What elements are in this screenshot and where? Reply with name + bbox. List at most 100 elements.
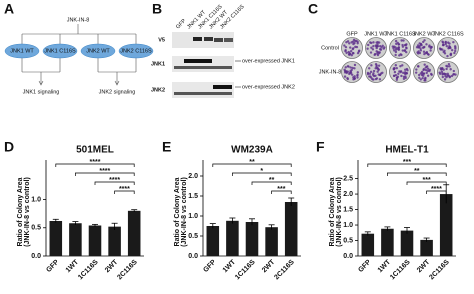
colony <box>417 73 421 77</box>
column-label: JNK2 C116S <box>432 31 464 37</box>
colony <box>366 47 369 50</box>
colony <box>425 43 428 46</box>
colony <box>444 42 448 46</box>
annotation: over-expressed JNK1 <box>242 58 295 64</box>
colony <box>395 42 398 46</box>
blot-strip <box>172 56 234 72</box>
diagram <box>21 24 137 86</box>
x-tick-label: 1C116S <box>77 259 100 282</box>
column-label: JNK2 WT <box>412 31 436 37</box>
row-label: Control <box>321 45 339 51</box>
y-tick-label: 1.5 <box>343 206 353 213</box>
western-blot <box>172 32 234 98</box>
colony <box>371 77 374 81</box>
bar <box>108 226 121 256</box>
node-label: JNK1 C116S <box>44 48 76 54</box>
panel-letter: C <box>308 1 318 17</box>
colony <box>375 46 378 50</box>
colony <box>380 46 383 49</box>
colony <box>394 50 398 54</box>
bar <box>88 225 102 256</box>
colony <box>452 69 456 73</box>
column-label: JNK1 C116S <box>384 31 416 37</box>
column-label: GFP <box>346 31 358 37</box>
colony <box>392 74 396 78</box>
x-tick-label: 2C116S <box>273 259 296 282</box>
colony <box>415 68 418 71</box>
node-label: JNK2 C116S <box>120 48 152 54</box>
colony <box>372 41 375 44</box>
y-tick-label: 0.5 <box>188 233 198 240</box>
colony <box>345 41 348 44</box>
colony <box>447 63 451 66</box>
x-tick-label: 1WT <box>377 258 393 274</box>
colony <box>453 51 456 55</box>
colony <box>398 54 401 57</box>
significance-bracket <box>94 181 135 185</box>
colony <box>426 67 430 70</box>
column-label: JNK1 WT <box>364 31 388 37</box>
significance-label: *** <box>277 186 285 193</box>
colony <box>429 72 433 76</box>
y-axis-label: Ratio of Colony Area <box>329 177 336 246</box>
band <box>193 37 202 41</box>
colony <box>419 47 422 50</box>
colony <box>406 69 409 72</box>
colony <box>441 67 444 70</box>
significance-bracket <box>426 190 447 194</box>
colony <box>350 53 353 57</box>
y-tick-label: 1.5 <box>188 193 198 200</box>
bar <box>226 220 239 256</box>
significance-bracket <box>387 172 447 176</box>
colony <box>450 48 454 52</box>
colony <box>449 68 452 71</box>
colony <box>401 49 404 52</box>
significance-label: *** <box>423 177 431 184</box>
colony <box>372 44 375 48</box>
colony <box>428 45 431 48</box>
lane-label: GFP <box>175 18 187 30</box>
node <box>80 43 116 59</box>
colony <box>424 77 427 80</box>
colony <box>344 66 347 69</box>
x-tick-label: 2C116S <box>116 259 139 282</box>
colony <box>426 52 430 56</box>
colony <box>368 67 371 70</box>
x-tick-label: 1WT <box>222 258 238 274</box>
colony <box>438 71 441 74</box>
outcome-label: JNK1 signaling <box>23 89 60 95</box>
colony <box>422 50 426 53</box>
x-tick-label: 1WT <box>65 258 81 274</box>
significance-label: *** <box>403 159 411 166</box>
significance-bracket <box>55 163 135 167</box>
colony <box>376 53 380 57</box>
band <box>204 37 213 41</box>
colony <box>350 41 353 44</box>
colony <box>371 48 375 51</box>
colony <box>446 41 450 44</box>
colony <box>349 66 352 69</box>
colony <box>344 49 347 53</box>
x-tick-label: 2C116S <box>428 259 451 282</box>
y-axis-label: (JNK-IN-8 vs control) <box>24 177 31 247</box>
colony <box>454 49 457 53</box>
colony <box>423 52 426 56</box>
significance-label: **** <box>109 177 120 184</box>
colony <box>454 46 457 49</box>
colony <box>343 68 346 71</box>
colony <box>367 43 370 47</box>
bar <box>69 223 82 256</box>
colony <box>356 42 359 45</box>
colony <box>445 64 448 68</box>
colony <box>422 40 425 44</box>
panel-letter: E <box>162 139 171 155</box>
colony <box>354 39 357 43</box>
y-tick-label: 0.0 <box>343 253 353 260</box>
colony <box>401 64 404 67</box>
colony <box>445 44 448 48</box>
colony <box>375 50 378 53</box>
chart-title: 501MEL <box>76 145 114 156</box>
colony <box>400 74 403 78</box>
colony <box>356 74 359 77</box>
colony <box>372 69 376 73</box>
